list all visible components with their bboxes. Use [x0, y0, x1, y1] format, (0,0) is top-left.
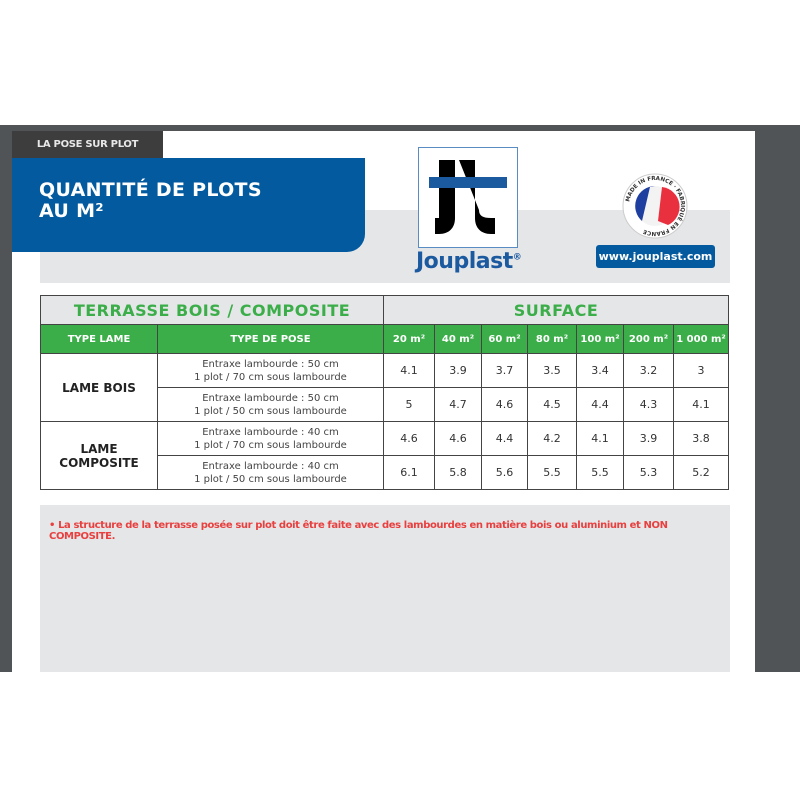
jouplast-logo-icon [418, 147, 518, 248]
table-row: Entraxe lambourde : 50 cm 1 plot / 50 cm … [41, 387, 730, 422]
header-type-pose: TYPE DE POSE [157, 324, 384, 354]
pose-entraxe: Entraxe lambourde : 40 cm [202, 426, 339, 438]
value-cell: 3.5 [527, 353, 577, 388]
table-row: Entraxe lambourde : 40 cm 1 plot / 50 cm … [41, 455, 730, 490]
lame-label-line-2: COMPOSITE [59, 455, 139, 470]
value-cell: 4.1 [576, 421, 624, 456]
pose-plot: 1 plot / 70 cm sous lambourde [194, 371, 347, 383]
lame-bois-cell: LAME BOIS [40, 353, 158, 422]
value-cell: 4.2 [527, 421, 577, 456]
value-cell: 3.8 [672, 421, 730, 456]
pose-plot: 1 plot / 50 cm sous lambourde [194, 405, 347, 417]
value-cell: 5.2 [672, 455, 730, 490]
header-surface: 20 m² [383, 324, 435, 354]
registered-mark: ® [512, 252, 522, 263]
value-cell: 4.5 [527, 387, 577, 422]
value-cell: 5.5 [527, 455, 577, 490]
value-cell: 3.2 [623, 353, 674, 388]
pose-cell: Entraxe lambourde : 40 cm 1 plot / 50 cm … [157, 455, 384, 490]
made-in-france-badge-icon: MADE IN FRANCE · FABRIQUÉ EN FRANCE [622, 173, 688, 239]
value-cell: 5.3 [623, 455, 674, 490]
brand-text: Jouplast [416, 249, 513, 274]
plots-quantity-table: TERRASSE BOIS / COMPOSITE SURFACE TYPE L… [40, 295, 730, 490]
value-cell: 3.4 [576, 353, 624, 388]
header-surface: 1 000 m² [672, 324, 730, 354]
pose-cell: Entraxe lambourde : 50 cm 1 plot / 70 cm … [157, 353, 384, 388]
header-surface: 40 m² [434, 324, 482, 354]
table-title-surface: SURFACE [382, 295, 730, 325]
table-row: LAME BOIS Entraxe lambourde : 50 cm 1 plo… [40, 353, 730, 422]
pose-entraxe: Entraxe lambourde : 50 cm [202, 358, 339, 370]
value-cell: 4.3 [623, 387, 674, 422]
value-cell: 5.8 [434, 455, 482, 490]
pose-cell: Entraxe lambourde : 50 cm 1 plot / 50 cm … [157, 387, 384, 422]
document-page: LA POSE SUR PLOT QUANTITÉ DE PLOTS AU M²… [12, 131, 755, 672]
value-cell: 3.9 [623, 421, 674, 456]
website-link[interactable]: www.jouplast.com [596, 245, 715, 268]
pose-plot: 1 plot / 50 cm sous lambourde [194, 473, 347, 485]
lame-composite-cell: LAME COMPOSITE [40, 421, 158, 490]
note-box: • La structure de la terrasse posée sur … [40, 505, 730, 672]
pose-entraxe: Entraxe lambourde : 50 cm [202, 392, 339, 404]
brand-name: Jouplast® [416, 249, 522, 274]
header-surface: 200 m² [623, 324, 674, 354]
title-line-1: QUANTITÉ DE PLOTS [39, 179, 262, 201]
title-line-2: AU M² [39, 200, 104, 222]
header-surface: 80 m² [527, 324, 577, 354]
value-cell: 4.6 [434, 421, 482, 456]
header-type-lame: TYPE LAME [40, 324, 158, 354]
table-row: LAME COMPOSITE Entraxe lambourde : 40 cm 1… [40, 421, 730, 490]
lame-label-line-1: LAME [80, 441, 118, 456]
pose-plot: 1 plot / 70 cm sous lambourde [194, 439, 347, 451]
title-banner: QUANTITÉ DE PLOTS AU M² [12, 158, 365, 252]
header-surface: 60 m² [481, 324, 528, 354]
pose-cell: Entraxe lambourde : 40 cm 1 plot / 70 cm … [157, 421, 384, 456]
value-cell: 4.6 [383, 421, 435, 456]
table-title-terrasse: TERRASSE BOIS / COMPOSITE [40, 295, 384, 325]
value-cell: 4.4 [481, 421, 528, 456]
value-cell: 5.6 [481, 455, 528, 490]
value-cell: 4.1 [672, 387, 730, 422]
header-surface: 100 m² [576, 324, 624, 354]
value-cell: 4.7 [434, 387, 482, 422]
value-cell: 5.5 [576, 455, 624, 490]
section-tab: LA POSE SUR PLOT [12, 131, 163, 158]
value-cell: 4.1 [383, 353, 435, 388]
value-cell: 6.1 [383, 455, 435, 490]
value-cell: 5 [383, 387, 435, 422]
value-cell: 3 [672, 353, 730, 388]
value-cell: 3.9 [434, 353, 482, 388]
note-text: • La structure de la terrasse posée sur … [49, 520, 668, 542]
value-cell: 4.6 [481, 387, 528, 422]
pose-entraxe: Entraxe lambourde : 40 cm [202, 460, 339, 472]
value-cell: 3.7 [481, 353, 528, 388]
page-title: QUANTITÉ DE PLOTS AU M² [39, 180, 262, 222]
value-cell: 4.4 [576, 387, 624, 422]
